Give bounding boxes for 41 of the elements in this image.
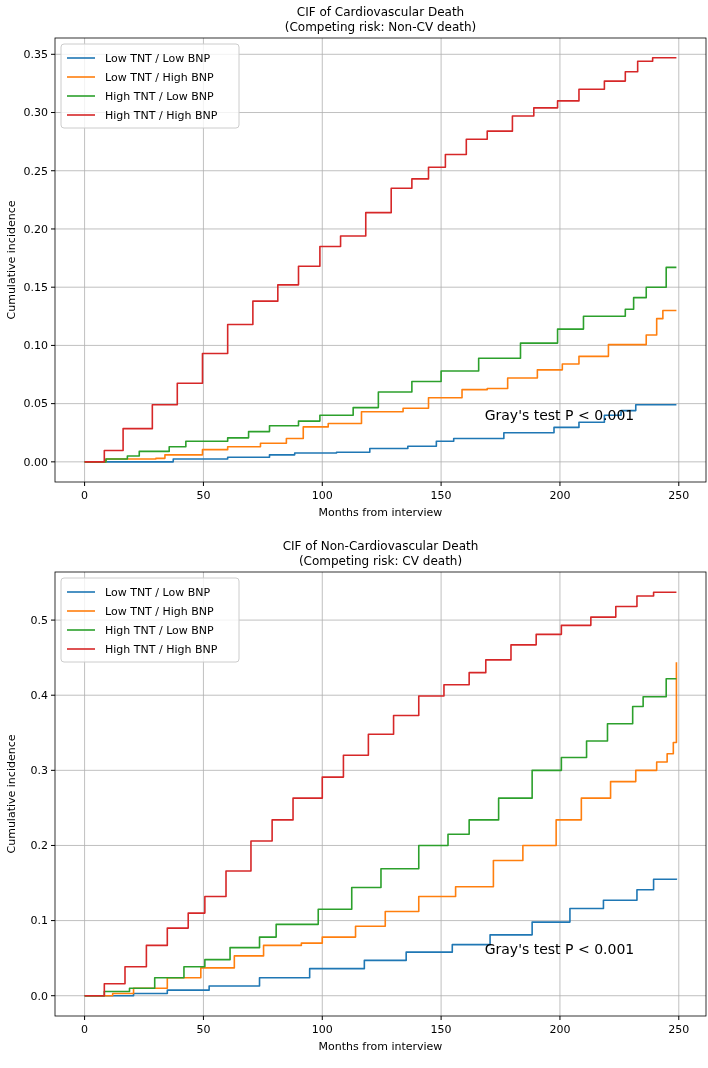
y-axis-title: Cumulative incidence <box>5 200 18 320</box>
x-tick-label: 150 <box>430 489 452 502</box>
x-tick-label: 250 <box>668 489 690 502</box>
x-tick-label: 250 <box>668 1023 690 1036</box>
x-tick-label: 200 <box>549 1023 571 1036</box>
y-tick-label: 0.00 <box>23 455 48 469</box>
x-tick-label: 0 <box>81 1023 89 1036</box>
legend-label: Low TNT / Low BNP <box>105 51 211 65</box>
legend-label: Low TNT / High BNP <box>105 70 215 84</box>
y-tick-label: 0.30 <box>23 106 48 120</box>
legend-label: High TNT / Low BNP <box>105 89 215 103</box>
y-tick-label: 0.1 <box>30 914 48 928</box>
chart-title: CIF of Non-Cardiovascular Death (Competing risk: CV death) <box>282 539 479 568</box>
x-tick-label: 200 <box>549 489 571 502</box>
y-tick-label: 0.35 <box>23 48 48 62</box>
x-tick-label: 100 <box>311 1023 333 1036</box>
x-tick-label: 150 <box>430 1023 452 1036</box>
legend-label: Low TNT / Low BNP <box>105 585 211 599</box>
y-tick-label: 0.3 <box>30 764 48 778</box>
legend-label: High TNT / High BNP <box>105 108 218 122</box>
y-tick-label: 0.25 <box>23 164 48 178</box>
x-axis-title: Months from interview <box>318 1040 443 1053</box>
y-tick-label: 0.4 <box>30 689 48 703</box>
legend-label: Low TNT / High BNP <box>105 604 215 618</box>
y-tick-label: 0.10 <box>23 339 48 353</box>
y-tick-label: 0.15 <box>23 281 48 295</box>
y-tick-label: 0.0 <box>30 989 48 1003</box>
chart-title: CIF of Cardiovascular Death (Competing risk: Non-CV death) <box>284 5 477 34</box>
x-tick-label: 50 <box>196 1023 211 1036</box>
y-tick-label: 0.20 <box>23 222 48 236</box>
legend-label: High TNT / High BNP <box>105 642 218 656</box>
y-axis-title: Cumulative incidence <box>5 734 18 854</box>
legend-label: High TNT / Low BNP <box>105 623 215 637</box>
x-tick-label: 100 <box>311 489 333 502</box>
y-tick-label: 0.5 <box>30 613 48 627</box>
x-axis-title: Months from interview <box>318 506 443 519</box>
x-tick-label: 0 <box>81 489 89 502</box>
y-tick-label: 0.2 <box>30 839 48 853</box>
x-tick-label: 50 <box>196 489 211 502</box>
y-tick-label: 0.05 <box>23 397 48 411</box>
annotation: Gray's test P < 0.001 <box>484 940 635 957</box>
